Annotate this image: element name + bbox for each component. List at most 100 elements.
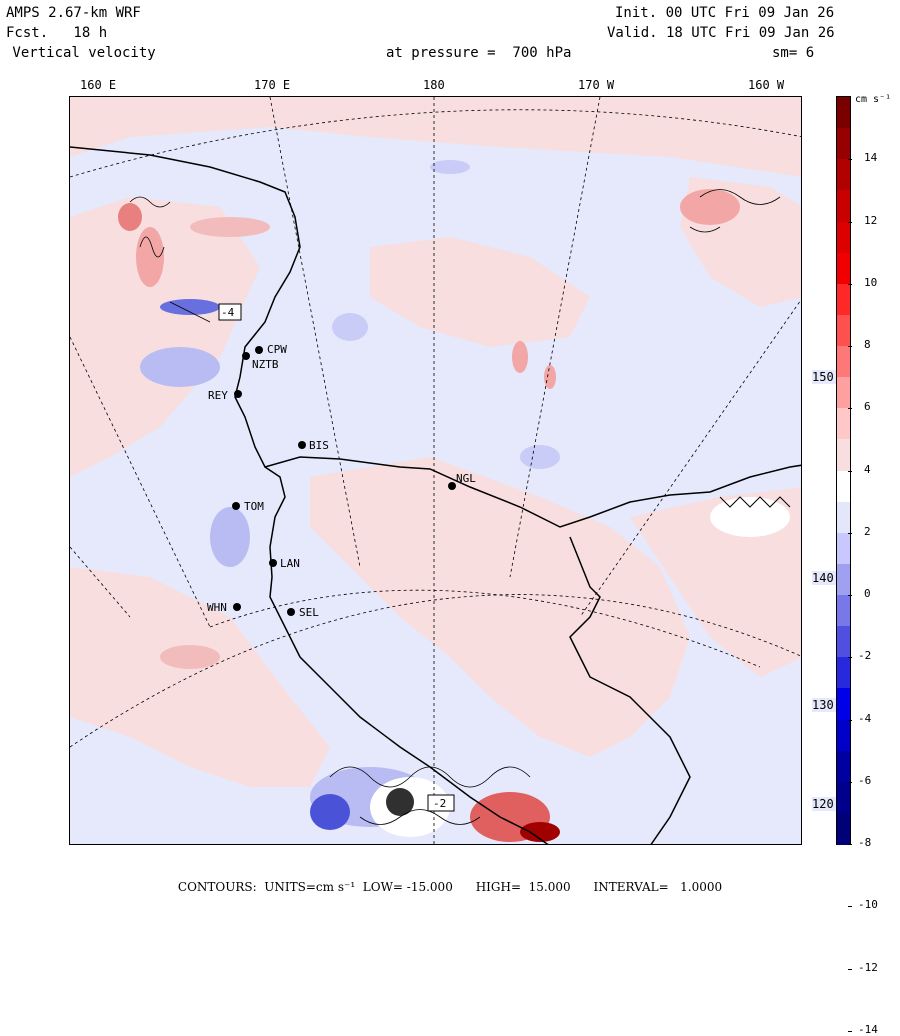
valid-time: Valid. 18 UTC Fri 09 Jan 26: [607, 25, 835, 41]
positive-velocity-cell: [512, 341, 528, 373]
colorbar-tick-mark: [848, 221, 852, 223]
colorbar-tick-label: 2: [864, 524, 871, 538]
svg-text:CPW: CPW: [267, 343, 287, 356]
colorbar-tick-mark: [848, 346, 852, 347]
colorbar-swatch: [837, 657, 850, 689]
colorbar-tick-mark: [848, 657, 852, 659]
contour-info: CONTOURS: UNITS=cm s⁻¹ LOW= -15.000 HIGH…: [177, 880, 723, 894]
colorbar-tick-mark: [848, 532, 852, 534]
colorbar-swatch: [837, 377, 850, 409]
colorbar-swatch: [837, 532, 850, 565]
colorbar-tick-label: -6: [858, 773, 872, 787]
colorbar-swatch: [837, 159, 850, 191]
svg-text:-4: -4: [221, 306, 235, 319]
init-time: Init. 00 UTC Fri 09 Jan 26: [615, 5, 835, 21]
coastline: [70, 146, 801, 528]
negative-velocity-cell: [332, 313, 368, 341]
colorbar-swatch: [837, 252, 850, 285]
positive-velocity-cell: [544, 365, 556, 389]
colorbar-swatch: [837, 283, 850, 316]
negative-velocity-cell: [430, 160, 470, 174]
positive-velocity-region: [70, 567, 330, 787]
colorbar-swatch: [837, 221, 850, 254]
colorbar-swatch: [837, 439, 850, 471]
svg-text:LAN: LAN: [280, 557, 300, 570]
station-nztb[interactable]: NZTB: [242, 352, 279, 371]
map-panel: CPW NZTB REY BIS NGL TOM LAN WHN SEL -4 …: [69, 96, 802, 845]
colorbar-tick-mark: [848, 470, 852, 472]
colorbar-swatch: [837, 128, 850, 160]
colorbar-tick-label: -10: [858, 898, 878, 912]
colorbar-tick-mark: [848, 408, 852, 410]
negative-velocity-cell: [210, 507, 250, 567]
colorbar-tick-label: 6: [864, 400, 871, 414]
colorbar-tick-label: -14: [858, 1022, 878, 1036]
negative-velocity-cell: [140, 347, 220, 387]
colorbar-tick-label: 12: [864, 213, 878, 227]
colorbar-units: cm s⁻¹: [855, 94, 892, 105]
model-title: AMPS 2.67-km WRF: [6, 5, 141, 21]
positive-velocity-cell: [190, 217, 270, 237]
colorbar-swatch: [837, 97, 850, 129]
station-lan[interactable]: LAN: [269, 557, 300, 570]
colorbar-swatch: [837, 595, 850, 627]
station-rey[interactable]: REY: [208, 389, 242, 402]
station-tom[interactable]: TOM: [232, 500, 264, 513]
contour-box-minus2: -2: [427, 794, 455, 812]
svg-text:SEL: SEL: [299, 606, 319, 619]
positive-velocity-cell: [680, 189, 740, 225]
colorbar-swatch: [837, 346, 850, 378]
positive-velocity-region: [70, 197, 260, 477]
station-ngl[interactable]: NGL: [448, 472, 476, 490]
colorbar-tick-mark: [848, 595, 852, 596]
lon-label-160w: 160 W: [748, 78, 785, 92]
contour-line: [329, 766, 531, 825]
contour-box-minus4: -4: [218, 303, 242, 321]
coastline: [569, 536, 691, 844]
negative-velocity-cell: [160, 299, 220, 315]
svg-text:TOM: TOM: [244, 500, 264, 513]
colorbar-swatch: [837, 190, 850, 222]
positive-velocity-cell: [160, 645, 220, 669]
pressure-level: at pressure = 700 hPa: [386, 45, 572, 61]
station-whn[interactable]: WHN: [207, 601, 241, 614]
colorbar-tick-mark: [848, 844, 852, 845]
colorbar: [836, 96, 851, 845]
svg-text:-2: -2: [433, 797, 446, 810]
svg-text:WHN: WHN: [207, 601, 227, 614]
station-sel[interactable]: SEL: [287, 606, 319, 619]
meridian: [579, 299, 801, 618]
colorbar-tick-label: 4: [864, 462, 871, 476]
field-name: Vertical velocity: [4, 45, 156, 61]
station-cpw[interactable]: CPW: [255, 343, 287, 356]
positive-velocity-cell: [136, 227, 164, 287]
svg-text:NGL: NGL: [456, 472, 476, 485]
smoothing: sm= 6: [772, 45, 815, 61]
colorbar-tick-label: 10: [864, 275, 878, 289]
colorbar-tick-mark: [848, 781, 852, 783]
colorbar-tick-mark: [848, 719, 852, 721]
station-bis[interactable]: BIS: [298, 439, 329, 452]
colorbar-swatch: [837, 408, 850, 440]
colorbar-swatch: [837, 812, 850, 845]
colorbar-tick-label: 14: [864, 151, 878, 165]
negative-velocity-cell: [710, 497, 790, 537]
colorbar-swatch: [837, 719, 850, 752]
colorbar-swatch: [837, 781, 850, 814]
lon-label-170w: 170 W: [578, 78, 615, 92]
colorbar-tick-label: 0: [864, 587, 871, 600]
svg-text:REY: REY: [208, 389, 228, 402]
coastline: [264, 466, 549, 844]
lon-label-180: 180: [423, 78, 445, 92]
colorbar-swatch: [837, 750, 850, 783]
negative-velocity-cell: [520, 445, 560, 469]
contour-line: [719, 496, 791, 508]
positive-velocity-region: [70, 97, 801, 177]
colorbar-swatch: [837, 314, 850, 347]
colorbar-swatch: [837, 688, 850, 720]
mixed-velocity-cluster: [386, 788, 414, 816]
mixed-velocity-cluster: [520, 822, 560, 842]
meridian: [269, 97, 361, 568]
colorbar-tick-label: -12: [858, 960, 878, 974]
colorbar-swatch: [837, 626, 850, 658]
